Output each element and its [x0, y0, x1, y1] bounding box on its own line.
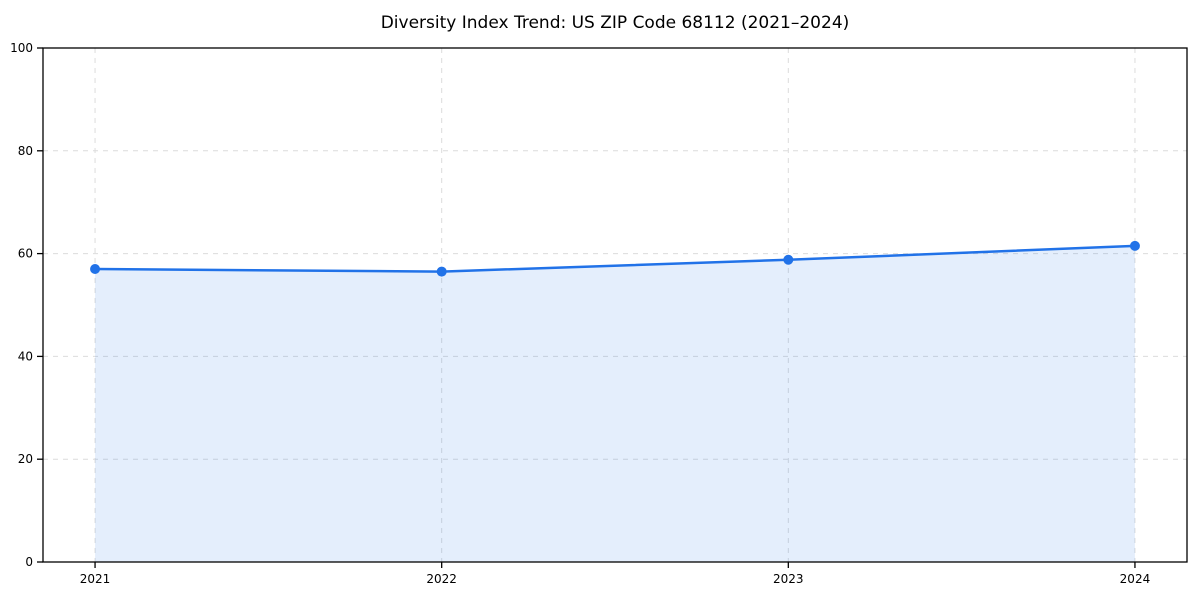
y-tick-label: 20	[18, 452, 33, 466]
data-point-marker	[783, 254, 794, 265]
data-point-marker	[90, 264, 101, 275]
y-tick-label: 100	[10, 41, 33, 55]
area-fill	[95, 245, 1135, 562]
y-tick-label: 60	[18, 247, 33, 261]
x-tick-label: 2022	[426, 572, 457, 586]
trend-line	[93, 244, 1137, 273]
x-tick-label: 2024	[1120, 572, 1151, 586]
chart-title: Diversity Index Trend: US ZIP Code 68112…	[380, 13, 850, 33]
y-tick-label: 40	[18, 349, 33, 363]
axes-box	[42, 47, 1188, 563]
x-tick-label: 2023	[773, 572, 804, 586]
data-point-marker	[1129, 240, 1140, 251]
x-tick-label: 2021	[80, 572, 111, 586]
y-tick-label: 0	[25, 555, 33, 569]
data-point-marker	[436, 266, 447, 277]
y-tick-label: 80	[18, 144, 33, 158]
